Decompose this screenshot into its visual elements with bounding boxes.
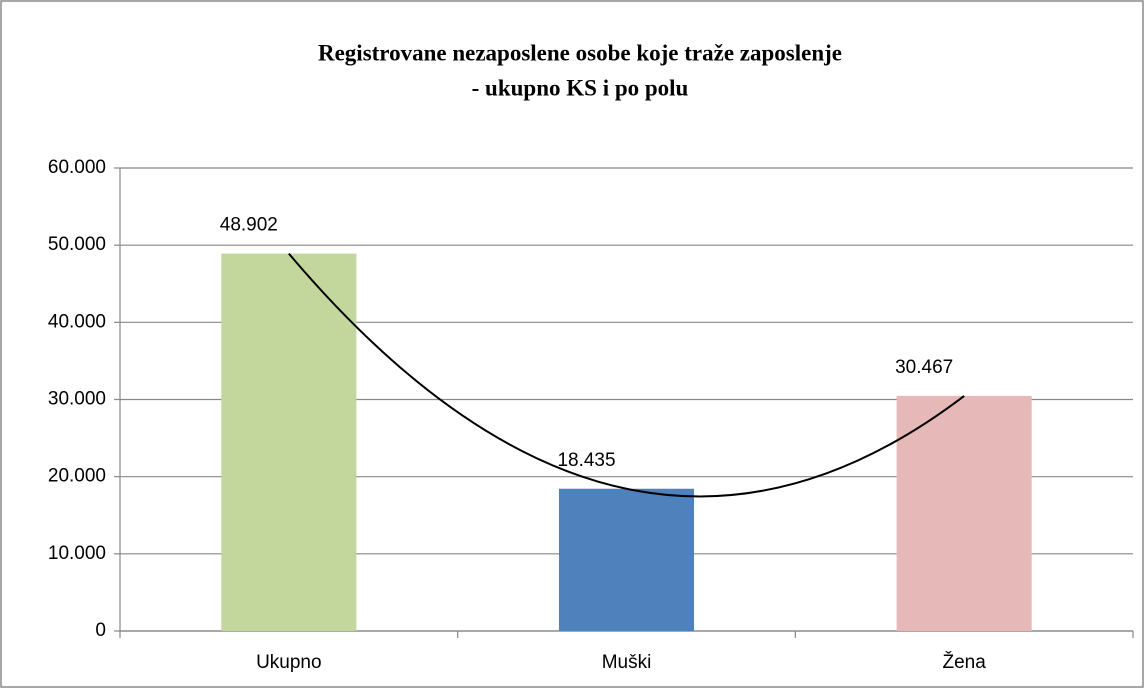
y-tick-label: 30.000 bbox=[48, 389, 106, 410]
y-tick-label: 40.000 bbox=[48, 311, 106, 332]
y-tick-label: 0 bbox=[95, 620, 106, 641]
x-tick-label: Žena bbox=[943, 651, 987, 673]
trendline bbox=[288, 252, 965, 498]
y-tick-label: 10.000 bbox=[48, 543, 106, 564]
x-tick-label: Muški bbox=[602, 652, 652, 673]
chart-title: - ukupno KS i po polu bbox=[472, 75, 689, 100]
y-tick-label: 60.000 bbox=[48, 157, 106, 178]
y-tick-label: 50.000 bbox=[48, 234, 106, 255]
chart-title: Registrovane nezaposlene osobe koje traž… bbox=[318, 40, 842, 65]
y-tick-label: 20.000 bbox=[48, 466, 106, 487]
data-label: 48.902 bbox=[220, 215, 278, 236]
data-label: 30.467 bbox=[895, 357, 953, 378]
data-label: 18.435 bbox=[557, 450, 615, 471]
bar bbox=[558, 488, 695, 631]
bar bbox=[221, 253, 357, 631]
bar bbox=[896, 395, 1032, 631]
x-tick-label: Ukupno bbox=[256, 652, 322, 673]
